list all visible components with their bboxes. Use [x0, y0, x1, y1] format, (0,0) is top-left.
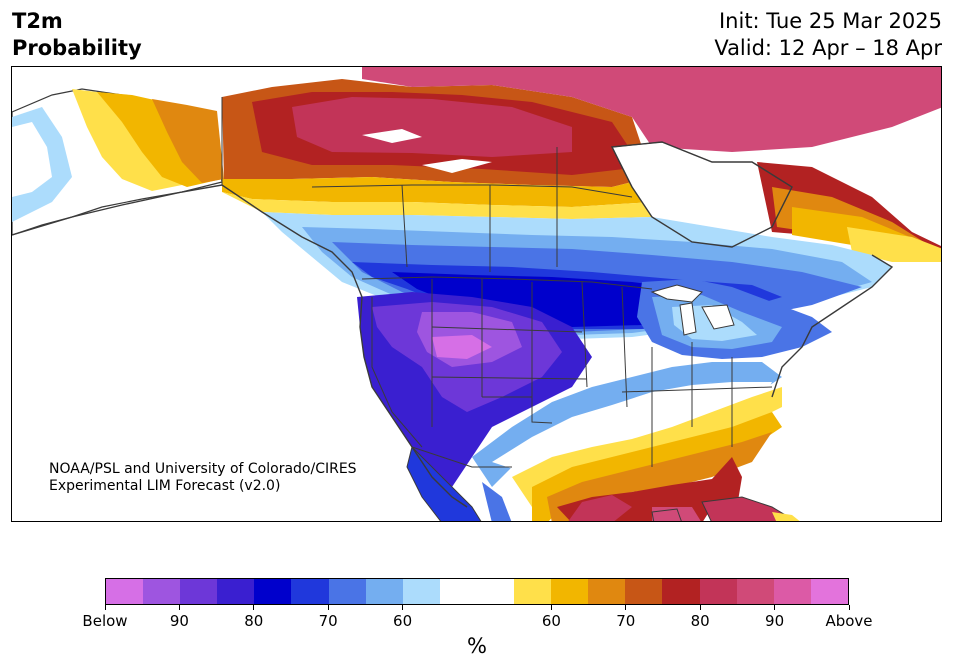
- colorbar-tick-mark: [327, 605, 329, 610]
- colorbar-segment: [217, 579, 255, 604]
- colorbar-tick-mark: [625, 605, 627, 610]
- colorbar-tick-label: Below: [82, 612, 128, 630]
- colorbar-segment: [773, 579, 811, 604]
- colorbar-tick-mark: [550, 605, 552, 610]
- colorbar-unit: %: [467, 634, 487, 658]
- colorbar-segment: [810, 579, 848, 604]
- coastlines: [12, 141, 894, 508]
- colorbar-segment: [736, 579, 774, 604]
- colorbar-tick-label: 80: [244, 612, 264, 630]
- southern-us-region: [472, 362, 782, 521]
- forecast-dates: Init: Tue 25 Mar 2025 Valid: 12 Apr – 18…: [714, 8, 942, 62]
- map-title: T2m Probability: [12, 8, 142, 62]
- mexico-region: [406, 446, 512, 521]
- colorbar-segment: [254, 579, 292, 604]
- colorbar-tick-mark: [253, 605, 255, 610]
- colorbar-segment: [291, 579, 329, 604]
- colorbar-segment: [514, 579, 552, 604]
- colorbar-segment: [439, 579, 477, 604]
- colorbar-tick-mark: [848, 605, 850, 610]
- colorbar-tick-mark: [178, 605, 180, 610]
- alaska-region: [12, 88, 224, 236]
- valid-date-label: Valid: 12 Apr – 18 Apr: [714, 36, 942, 60]
- colorbar-segment: [476, 579, 515, 604]
- colorbar-tick-mark: [104, 605, 106, 610]
- colorbar-tick-label: Above: [825, 612, 873, 630]
- colorbar-segment: [143, 579, 181, 604]
- colorbar-segment: [625, 579, 663, 604]
- colorbar-segment: [365, 579, 403, 604]
- colorbar-tick-mark: [699, 605, 701, 610]
- political-borders: [221, 97, 773, 468]
- colorbar-segment: [662, 579, 700, 604]
- title-line-2: Probability: [12, 36, 142, 60]
- probability-map: [11, 66, 942, 522]
- colorbar-tick-label: 90: [765, 612, 785, 630]
- colorbar-tick-mark: [402, 605, 404, 610]
- colorbar-segment: [180, 579, 218, 604]
- colorbar-segment: [699, 579, 737, 604]
- data-credit: NOAA/PSL and University of Colorado/CIRE…: [49, 461, 357, 495]
- map-canvas: [12, 67, 941, 521]
- colorbar-segment: [402, 579, 440, 604]
- probability-colorbar: [105, 578, 849, 605]
- title-line-1: T2m: [12, 9, 63, 33]
- great-lakes-region: [637, 279, 832, 359]
- colorbar-tick-label: 90: [169, 612, 189, 630]
- colorbar-tick-mark: [774, 605, 776, 610]
- credit-line-1: NOAA/PSL and University of Colorado/CIRE…: [49, 461, 357, 477]
- credit-line-2: Experimental LIM Forecast (v2.0): [49, 478, 281, 494]
- colorbar-segment: [106, 579, 144, 604]
- colorbar-tick-label: 60: [541, 612, 561, 630]
- caribbean-region: [651, 496, 800, 521]
- colorbar-segment: [588, 579, 626, 604]
- colorbar-tick-label: 80: [690, 612, 710, 630]
- init-date-label: Init: Tue 25 Mar 2025: [718, 9, 942, 33]
- colorbar-tick-label: 70: [318, 612, 338, 630]
- colorbar-tick-label: 60: [393, 612, 413, 630]
- colorbar-segment: [328, 579, 366, 604]
- colorbar-tick-label: 70: [616, 612, 636, 630]
- colorbar-segment: [551, 579, 589, 604]
